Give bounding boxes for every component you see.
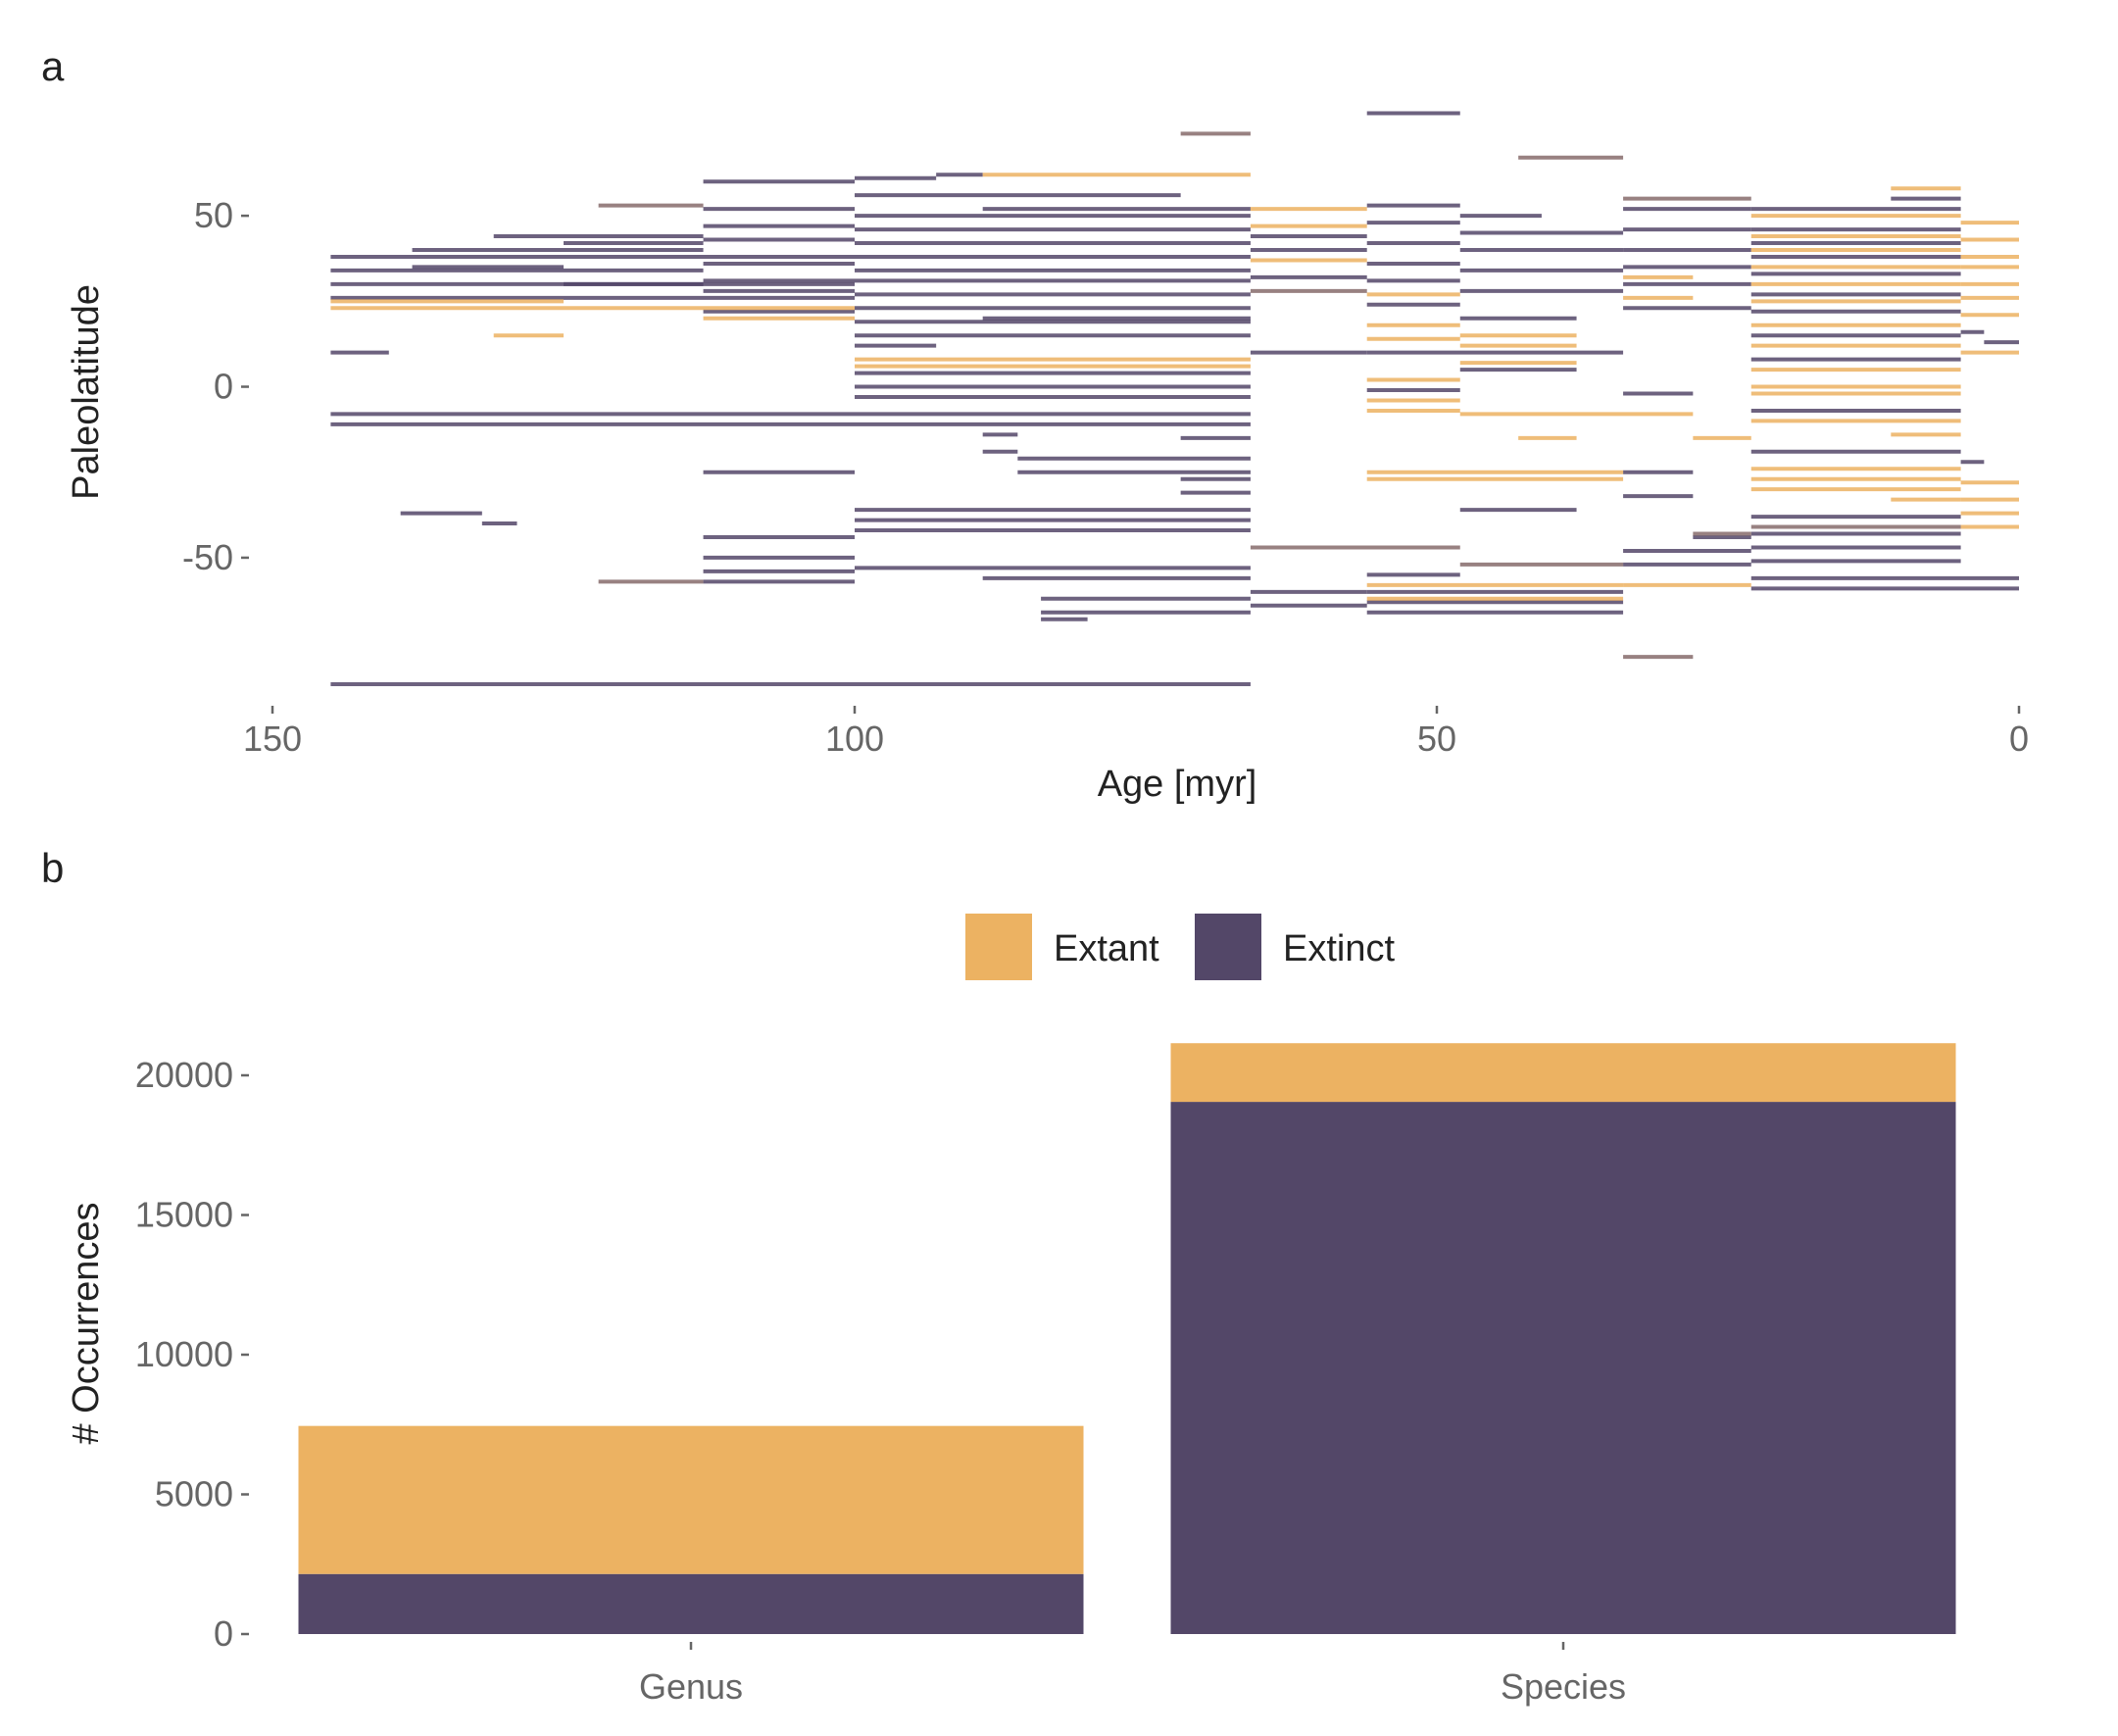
y-tick-label: 5000 [155,1474,233,1514]
bar-genus-extinct [298,1573,1084,1634]
y-tick-label: 0 [214,1613,233,1654]
panel-a-plot: 50 0 -50 150 100 50 0 Age [myr] Paleolatitude [66,111,2029,805]
panel-b-y-axis: 0 5000 10000 15000 20000 [135,1055,249,1654]
x-tick-label: Genus [639,1666,743,1707]
panel-a-label: a [41,43,65,89]
legend-label-extinct: Extinct [1283,928,1395,969]
panel-b-legend: Extant Extinct [965,914,1395,980]
y-tick-label: 0 [214,367,233,407]
panel-b-x-axis: Genus Species [639,1642,1626,1707]
y-tick-label: 50 [194,195,233,235]
x-tick-label: 100 [825,719,884,759]
legend-key-extant [965,914,1032,980]
x-tick-label: Species [1501,1666,1626,1707]
y-tick-label: -50 [182,537,233,577]
panel-a-x-axis: 150 100 50 0 [243,706,2029,759]
panel-b-bars [298,1043,1956,1634]
x-tick-label: 150 [243,719,302,759]
panel-a-y-axis: 50 0 -50 [182,195,249,577]
x-tick-label: 50 [1417,719,1456,759]
legend-key-extinct [1195,914,1261,980]
bar-genus-extant [298,1425,1084,1574]
bar-species-extant [1170,1043,1956,1103]
panel-a-x-axis-title: Age [myr] [1098,764,1257,805]
panel-b-y-axis-title: # Occurrences [66,1202,107,1444]
panel-b-plot: Extant Extinct 0 5000 10000 15000 20000 Genus… [66,914,1956,1707]
legend-label-extant: Extant [1054,928,1159,969]
bar-species-extinct [1170,1102,1956,1634]
panel-a-segments [330,111,2019,686]
panel-a-y-axis-title: Paleolatitude [66,284,107,500]
panel-b-label: b [41,845,64,891]
y-tick-label: 20000 [135,1055,233,1095]
x-tick-label: 0 [2009,719,2029,759]
y-tick-label: 10000 [135,1334,233,1374]
y-tick-label: 15000 [135,1195,233,1235]
